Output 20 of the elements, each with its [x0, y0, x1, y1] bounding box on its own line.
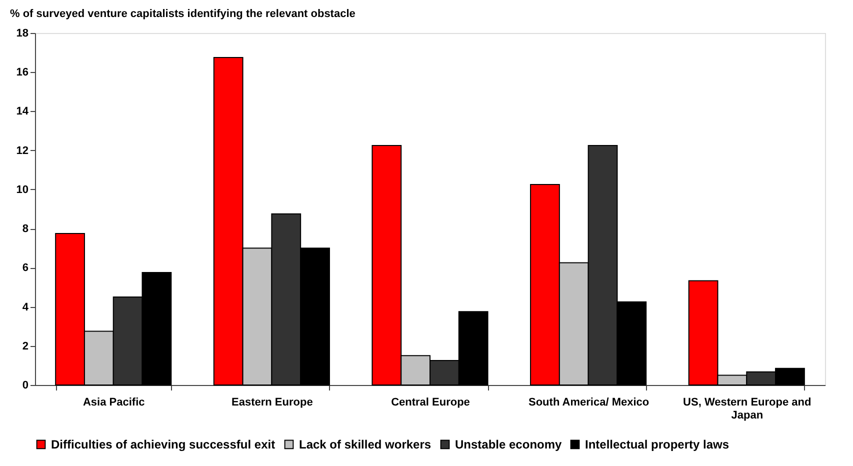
chart-title: % of surveyed venture capitalists identifying the relevant obstacle	[10, 8, 356, 20]
y-tick-label: 0	[22, 380, 28, 392]
y-tick-label: 8	[22, 223, 28, 236]
x-tick-label: Eastern Europe	[232, 396, 313, 408]
x-tick-label: Asia Pacific	[82, 396, 145, 408]
y-tick-label: 2	[22, 340, 28, 352]
y-tick-label: 6	[22, 262, 28, 274]
y-tick-label: 16	[16, 66, 28, 79]
y-tick-label: 18	[16, 28, 28, 40]
legend-label: Intellectual property laws	[585, 437, 730, 452]
x-tick-label: South America/ Mexico	[528, 396, 650, 408]
legend-label: Lack of skilled workers	[299, 437, 432, 452]
y-tick-label: 10	[16, 184, 28, 196]
legend-label: Difficulties of achieving successful exit	[51, 437, 276, 452]
y-tick-label: 12	[16, 144, 28, 157]
x-tick-label: US, Western Europe and Japan	[683, 396, 812, 422]
y-tick-label: 14	[16, 106, 30, 118]
x-tick-label: Central Europe	[391, 396, 470, 408]
y-tick-label: 4	[22, 301, 30, 314]
legend-label: Unstable economy	[455, 437, 562, 452]
